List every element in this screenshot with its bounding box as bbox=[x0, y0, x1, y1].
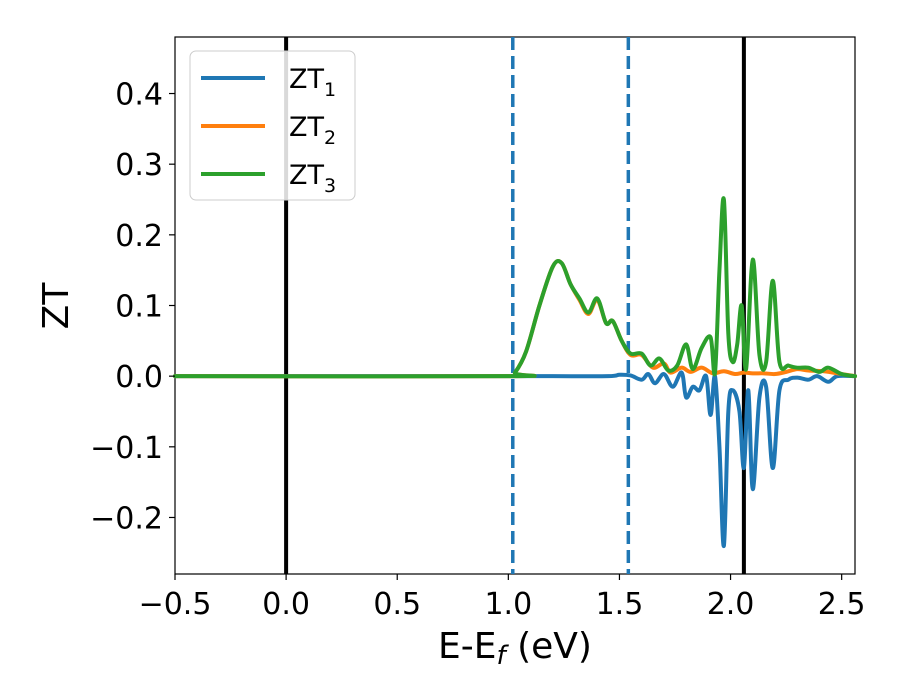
x-tick-label: 2.5 bbox=[818, 587, 866, 622]
series-line-zt1 bbox=[173, 370, 857, 548]
x-tick-label: −0.5 bbox=[139, 587, 212, 622]
x-tick-label: 0.0 bbox=[262, 587, 310, 622]
x-tick-label: 1.0 bbox=[484, 587, 532, 622]
y-tick-label: −0.2 bbox=[90, 501, 163, 536]
x-tick-label: 1.5 bbox=[596, 587, 644, 622]
y-tick-label: 0.3 bbox=[115, 148, 163, 183]
legend-label-zt2: ZT2 bbox=[289, 112, 336, 149]
series-lines bbox=[173, 196, 857, 548]
series-line-zt3 bbox=[173, 196, 857, 379]
legend-box bbox=[189, 50, 356, 201]
y-ticks: −0.2 −0.1 0.0 0.1 0.2 0.3 0.4 bbox=[90, 78, 175, 536]
y-tick-label: 0.2 bbox=[115, 219, 163, 254]
y-tick-label: −0.1 bbox=[90, 431, 163, 466]
legend-label-zt1: ZT1 bbox=[289, 64, 336, 101]
x-tick-label: 2.0 bbox=[707, 587, 755, 622]
legend-label-zt3: ZT3 bbox=[289, 160, 336, 197]
legend: ZT1 ZT2 ZT3 bbox=[189, 50, 356, 201]
y-tick-label: 0.1 bbox=[115, 290, 163, 325]
x-axis-title: E-Ef (eV) bbox=[438, 626, 592, 671]
x-tick-label: 0.5 bbox=[373, 587, 421, 622]
y-axis-title: ZT bbox=[36, 282, 77, 330]
y-tick-label: 0.4 bbox=[115, 78, 163, 113]
x-ticks: −0.5 0.0 0.5 1.0 1.5 2.0 2.5 bbox=[139, 574, 866, 622]
y-tick-label: 0.0 bbox=[115, 360, 163, 395]
